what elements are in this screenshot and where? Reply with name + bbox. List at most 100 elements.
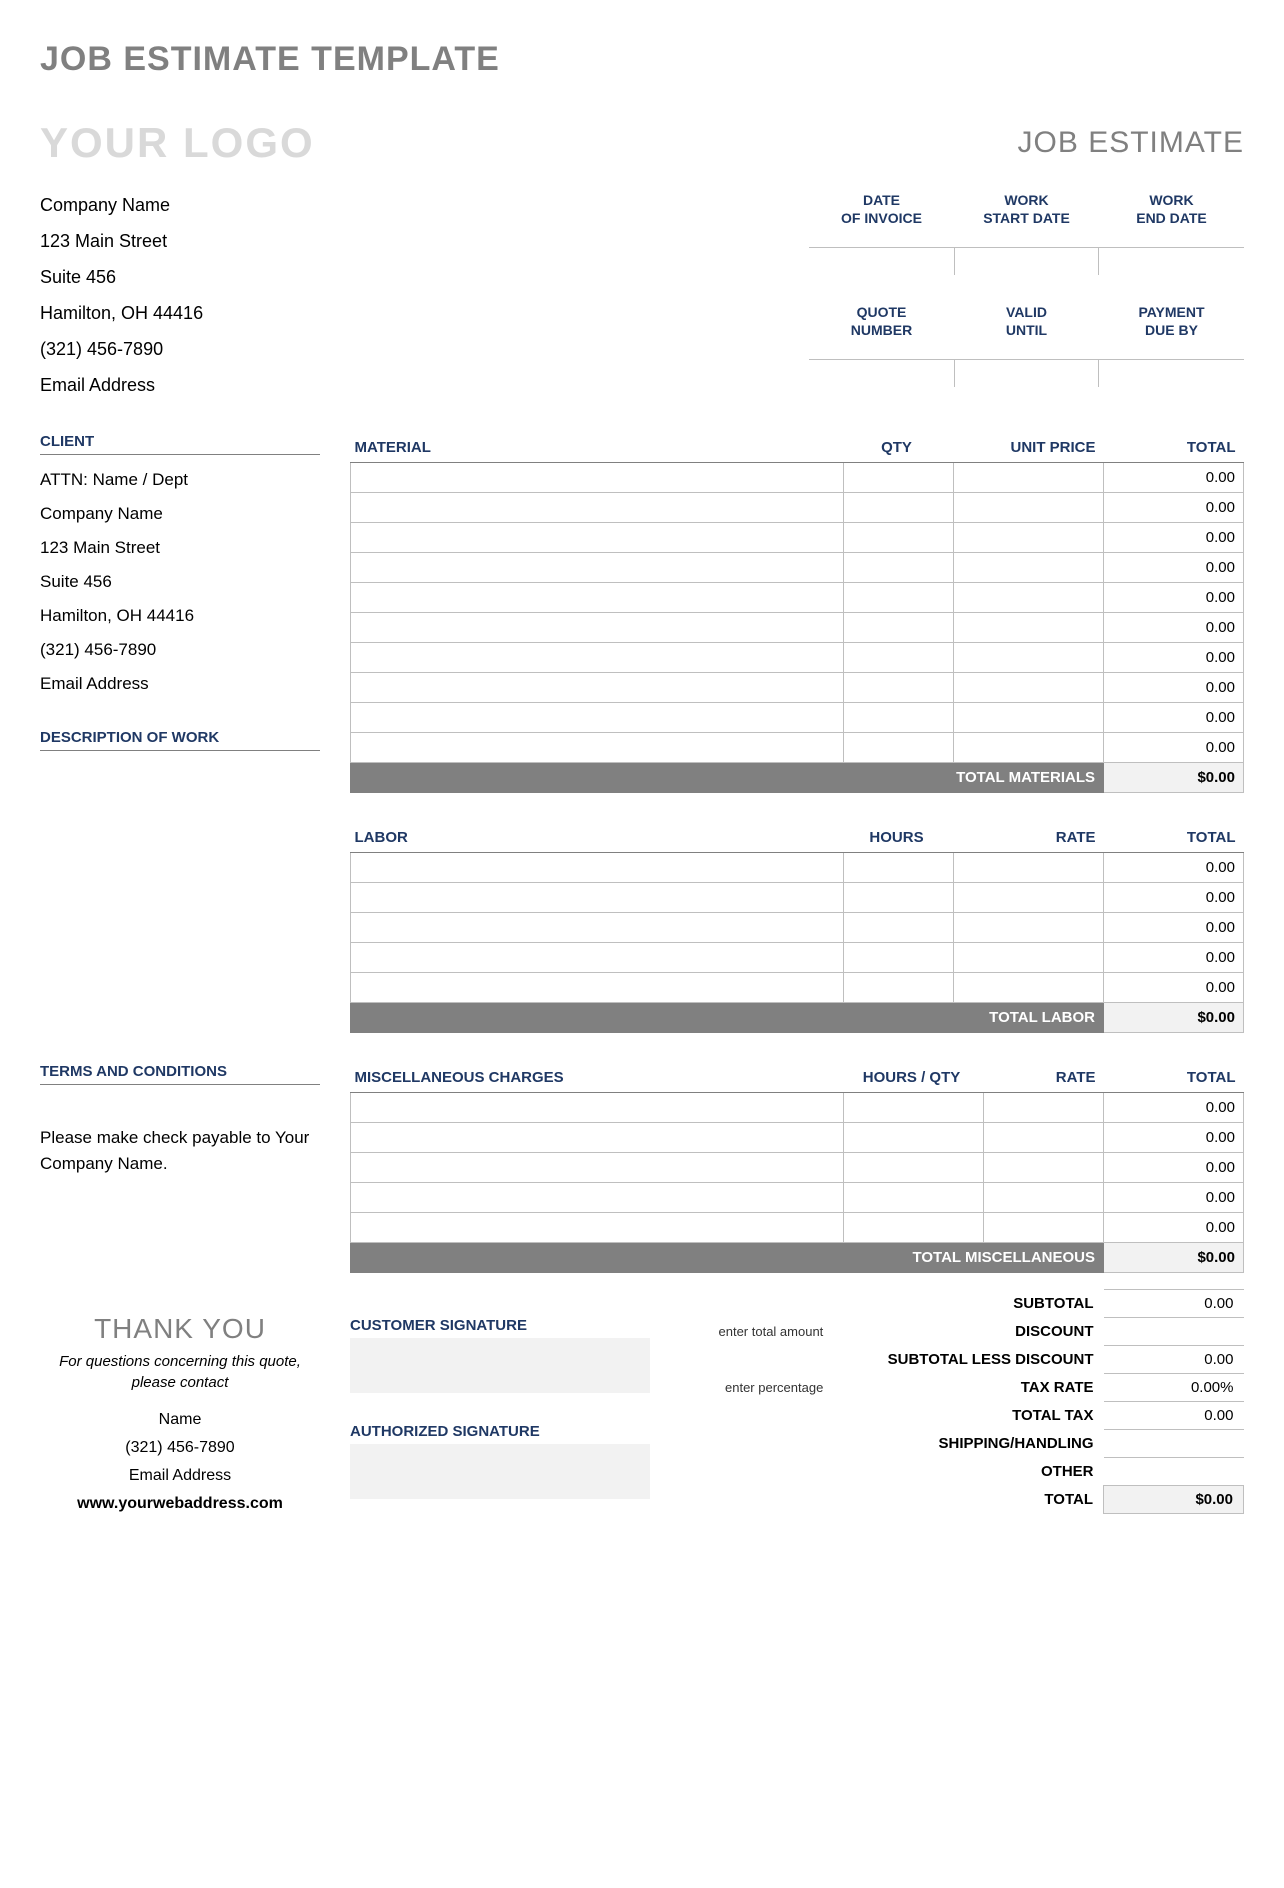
labor-desc-cell[interactable] [351,943,844,973]
date-grid: DATEOF INVOICE WORKSTART DATE WORKEND DA… [809,187,1244,403]
material-desc-cell[interactable] [351,553,844,583]
labor-hours-cell[interactable] [844,883,954,913]
tax-rate-value[interactable]: 0.00% [1104,1374,1244,1402]
work-end-cell[interactable] [1099,247,1244,275]
material-price-cell[interactable] [954,583,1104,613]
date-of-invoice-cell[interactable] [809,247,954,275]
shipping-value[interactable] [1104,1430,1244,1458]
total-misc-value: $0.00 [1104,1243,1244,1273]
labor-rate-cell[interactable] [954,883,1104,913]
client-company: Company Name [40,497,320,531]
material-qty-cell[interactable] [844,733,954,763]
material-desc-cell[interactable] [351,733,844,763]
labor-rate-cell[interactable] [954,913,1104,943]
material-total-cell: 0.00 [1104,733,1244,763]
payment-due-cell[interactable] [1099,359,1244,387]
material-desc-cell[interactable] [351,613,844,643]
labor-hours-cell[interactable] [844,943,954,973]
misc-rate-cell[interactable] [984,1183,1104,1213]
contact-email: Email Address [40,1467,320,1485]
misc-total-cell: 0.00 [1104,1123,1244,1153]
misc-desc-cell[interactable] [351,1183,844,1213]
labor-desc-cell[interactable] [351,853,844,883]
customer-signature-box[interactable] [350,1338,650,1393]
misc-rate-cell[interactable] [984,1093,1104,1123]
misc-table: MISCELLANEOUS CHARGES HOURS / QTY RATE T… [350,1063,1244,1273]
material-price-cell[interactable] [954,523,1104,553]
misc-rate-cell[interactable] [984,1123,1104,1153]
misc-desc-cell[interactable] [351,1153,844,1183]
material-qty-cell[interactable] [844,463,954,493]
material-qty-cell[interactable] [844,673,954,703]
misc-desc-cell[interactable] [351,1123,844,1153]
material-qty-cell[interactable] [844,553,954,583]
labor-desc-cell[interactable] [351,883,844,913]
material-qty-cell[interactable] [844,493,954,523]
labor-table: LABOR HOURS RATE TOTAL 0.00 0.00 [350,823,1244,1033]
material-price-cell[interactable] [954,703,1104,733]
authorized-signature-box[interactable] [350,1444,650,1499]
material-qty-cell[interactable] [844,703,954,733]
material-desc-cell[interactable] [351,493,844,523]
valid-until-cell[interactable] [954,359,1099,387]
discount-hint: enter total amount [684,1318,833,1346]
material-price-cell[interactable] [954,493,1104,523]
misc-hours-cell[interactable] [844,1153,984,1183]
material-desc-cell[interactable] [351,583,844,613]
misc-hours-cell[interactable] [844,1213,984,1243]
company-city: Hamilton, OH 44416 [40,295,203,331]
labor-hours-cell[interactable] [844,853,954,883]
shipping-label: SHIPPING/HANDLING [833,1430,1103,1458]
misc-hours-cell[interactable] [844,1123,984,1153]
client-label: CLIENT [40,433,320,455]
material-qty-cell[interactable] [844,613,954,643]
quote-number-cell[interactable] [809,359,954,387]
misc-desc-cell[interactable] [351,1093,844,1123]
misc-rate-col-header: RATE [984,1063,1104,1093]
misc-rate-cell[interactable] [984,1153,1104,1183]
material-price-cell[interactable] [954,463,1104,493]
material-qty-cell[interactable] [844,523,954,553]
work-start-cell[interactable] [954,247,1099,275]
material-desc-cell[interactable] [351,643,844,673]
labor-hours-cell[interactable] [844,913,954,943]
other-value[interactable] [1104,1458,1244,1486]
material-price-cell[interactable] [954,643,1104,673]
material-qty-cell[interactable] [844,583,954,613]
misc-rate-cell[interactable] [984,1213,1104,1243]
material-desc-cell[interactable] [351,463,844,493]
contact-note: For questions concerning this quote, ple… [40,1351,320,1393]
unit-price-col-header: UNIT PRICE [954,433,1104,463]
discount-value[interactable] [1104,1318,1244,1346]
material-price-cell[interactable] [954,553,1104,583]
labor-rate-cell[interactable] [954,943,1104,973]
labor-rate-cell[interactable] [954,853,1104,883]
misc-desc-cell[interactable] [351,1213,844,1243]
misc-subtotal-row: TOTAL MISCELLANEOUS $0.00 [351,1243,1244,1273]
material-desc-cell[interactable] [351,703,844,733]
client-phone: (321) 456-7890 [40,633,320,667]
total-misc-label: TOTAL MISCELLANEOUS [351,1243,1104,1273]
materials-body: 0.00 0.00 0.00 0.00 [351,463,1244,763]
material-row: 0.00 [351,553,1244,583]
labor-rate-cell[interactable] [954,973,1104,1003]
total-labor-value: $0.00 [1104,1003,1244,1033]
total-tax-value: 0.00 [1104,1402,1244,1430]
subtotal-value: 0.00 [1104,1290,1244,1318]
labor-desc-cell[interactable] [351,973,844,1003]
labor-desc-cell[interactable] [351,913,844,943]
client-suite: Suite 456 [40,565,320,599]
material-total-cell: 0.00 [1104,643,1244,673]
material-price-cell[interactable] [954,733,1104,763]
material-row: 0.00 [351,493,1244,523]
material-price-cell[interactable] [954,613,1104,643]
material-price-cell[interactable] [954,673,1104,703]
material-qty-cell[interactable] [844,643,954,673]
misc-hours-cell[interactable] [844,1183,984,1213]
material-desc-cell[interactable] [351,673,844,703]
labor-hours-cell[interactable] [844,973,954,1003]
total-tax-label: TOTAL TAX [833,1402,1103,1430]
misc-hours-cell[interactable] [844,1093,984,1123]
material-desc-cell[interactable] [351,523,844,553]
labor-row: 0.00 [351,853,1244,883]
